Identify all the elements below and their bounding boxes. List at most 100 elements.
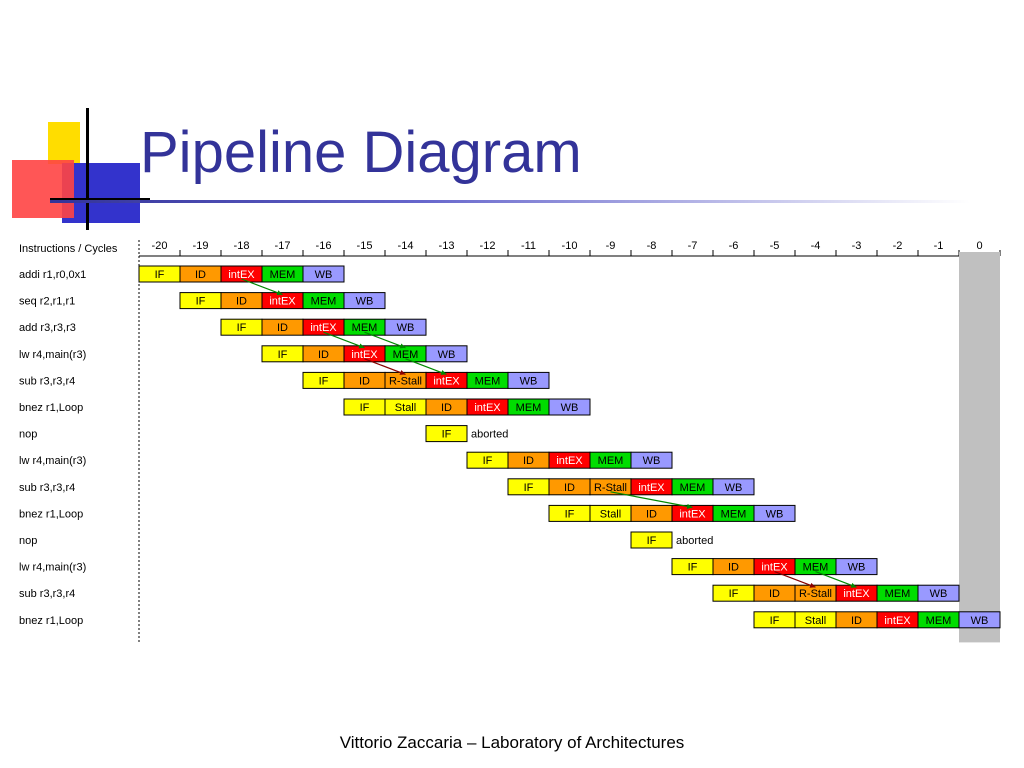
stage-label: WB (766, 508, 784, 520)
stage-label: MEM (680, 482, 706, 494)
stage-label: IF (319, 375, 329, 387)
logo-vertical-line (86, 108, 89, 230)
cycle-label: -4 (811, 240, 821, 252)
cycle-label: -14 (398, 240, 414, 252)
forwarding-arrow (241, 278, 283, 296)
stage-cell (425, 345, 468, 363)
logo-red-square (12, 160, 74, 218)
stage-cell (712, 478, 755, 496)
stage-label: WB (725, 482, 743, 494)
stage-label: IF (155, 269, 165, 281)
stage-label: ID (851, 615, 862, 627)
forwarding-arrow (815, 571, 857, 588)
stage-label: ID (646, 508, 657, 520)
stage-label: IF (565, 508, 575, 520)
stage-label: WB (315, 269, 333, 281)
stage-label: MEM (475, 375, 501, 387)
cycle-label: -15 (357, 240, 373, 252)
instruction-label: bnez r1,Loop (19, 402, 83, 414)
cycle-label: -6 (729, 240, 739, 252)
stage-label: MEM (270, 269, 296, 281)
stage-label: WB (930, 588, 948, 600)
stage-label: IF (647, 535, 657, 547)
stage-label: WB (971, 615, 989, 627)
instruction-label: add r3,r3,r3 (19, 322, 76, 334)
stage-cell (835, 558, 878, 576)
stage-label: R-Stall (799, 588, 832, 600)
cycle-label: -10 (562, 240, 578, 252)
cycle-label: -18 (234, 240, 250, 252)
instruction-label: addi r1,r0,0x1 (19, 269, 86, 281)
stage-label: MEM (803, 562, 829, 574)
stage-cell (630, 451, 673, 469)
stage-cell (958, 611, 1001, 629)
aborted-note: aborted (676, 535, 713, 547)
stage-label: MEM (516, 402, 542, 414)
header-label: Instructions / Cycles (19, 243, 118, 255)
stage-label: ID (769, 588, 780, 600)
pipeline-diagram: Instructions / Cycles -20 -19 -18 -17 -16 -15… (19, 240, 1001, 643)
stage-label: IF (237, 322, 247, 334)
cycle-label: -11 (521, 240, 536, 252)
stage-label: IF (729, 588, 739, 600)
stage-label: intEX (761, 562, 788, 574)
stage-label: Stall (395, 402, 416, 414)
forwarding-arrow (610, 491, 693, 509)
stage-label: WB (438, 349, 456, 361)
stage-cell (302, 265, 345, 283)
forwarding-arrow (323, 331, 365, 349)
stage-label: intEX (310, 322, 337, 334)
stage-label: MEM (721, 508, 747, 520)
aborted-note: aborted (471, 429, 508, 441)
stage-label: WB (356, 296, 374, 308)
cycle-axis: -20 -19 -18 -17 -16 -15 -14 -13 -12 -11 -10 -9 -8 -7-… (138, 240, 1001, 643)
cycle-label: -9 (606, 240, 616, 252)
stage-label: WB (520, 375, 538, 387)
stage-label: WB (848, 562, 866, 574)
stage-label: intEX (351, 349, 378, 361)
slide-logo (12, 108, 150, 230)
instruction-labels: addi r1,r0,0x1 seq r2,r1,r1 add r3,r3,r3 lw… (19, 269, 86, 627)
cycle-label: -5 (770, 240, 780, 252)
instruction-label: bnez r1,Loop (19, 615, 83, 627)
cycle-label: -1 (934, 240, 944, 252)
stage-label: MEM (926, 615, 952, 627)
stage-label: IF (442, 429, 452, 441)
forwarding-arrow (364, 358, 406, 375)
stage-label: Stall (600, 508, 621, 520)
instruction-label: bnez r1,Loop (19, 508, 83, 520)
cycle-label: -17 (275, 240, 291, 252)
forwarding-arrows (241, 278, 857, 588)
cycle-label: -20 (152, 240, 168, 252)
stage-label: intEX (679, 508, 706, 520)
stage-label: ID (277, 322, 288, 334)
stage-label: MEM (885, 588, 911, 600)
stage-label: IF (196, 296, 206, 308)
stage-label: intEX (556, 455, 583, 467)
stage-label: Stall (805, 615, 826, 627)
stage-cell (384, 318, 427, 336)
forwarding-arrow (364, 331, 406, 349)
cycle-0-shade (959, 252, 1000, 643)
logo-yellow-square (48, 122, 80, 164)
stage-label: intEX (269, 296, 296, 308)
cycle-label: -12 (480, 240, 496, 252)
title-underline (50, 200, 970, 203)
stage-label: IF (360, 402, 370, 414)
stage-cell (507, 371, 550, 389)
stage-label: ID (236, 296, 247, 308)
stage-label: ID (441, 402, 452, 414)
stage-cell (343, 292, 386, 310)
stage-label: WB (643, 455, 661, 467)
instruction-label: seq r2,r1,r1 (19, 296, 75, 308)
logo-horizontal-line (50, 198, 150, 201)
stage-cell (548, 398, 591, 416)
stage-label: ID (195, 269, 206, 281)
stage-label: intEX (474, 402, 501, 414)
logo-blue-square (62, 163, 140, 223)
stage-cell (753, 504, 796, 522)
stage-label: ID (728, 562, 739, 574)
stage-label: ID (523, 455, 534, 467)
cycle-label: -16 (316, 240, 332, 252)
cycle-label: -19 (193, 240, 209, 252)
